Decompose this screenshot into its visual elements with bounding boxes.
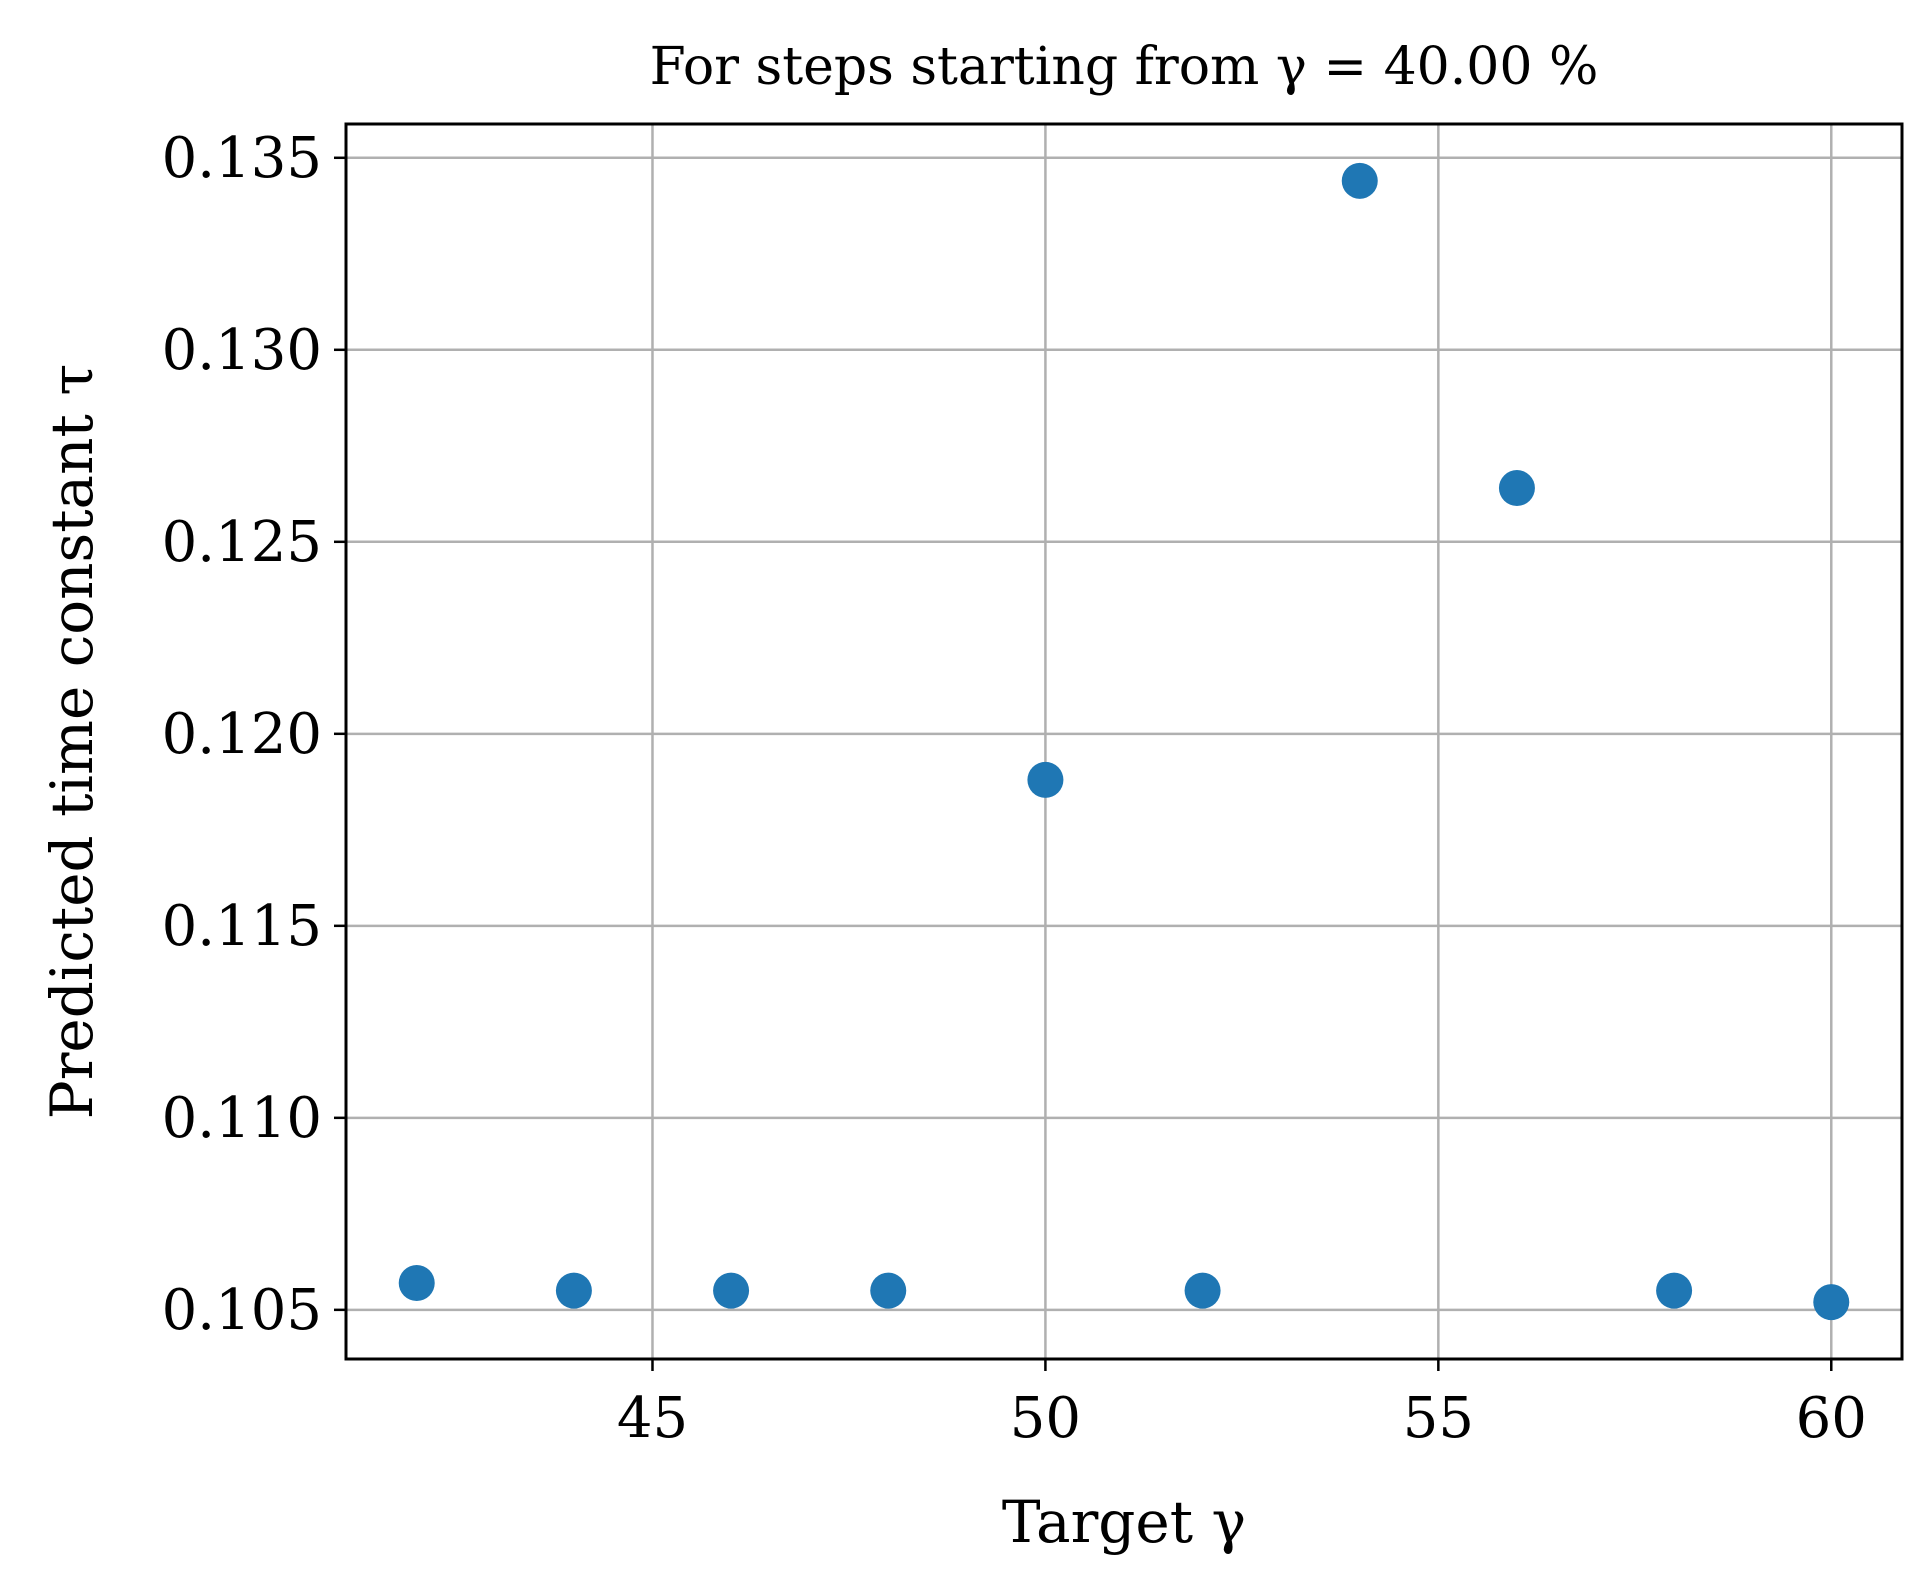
y-tick-label: 0.130 [162,318,322,383]
data-point [713,1272,750,1309]
data-point [1498,470,1535,507]
x-tick-label: 45 [617,1386,688,1451]
axis-ticks: 45 50 55 60 0.105 0.110 0.115 0.120 0.125 0.130 0.… [162,126,1867,1451]
data-point [1656,1272,1693,1309]
y-tick-label: 0.105 [162,1278,322,1343]
y-tick-label: 0.110 [162,1086,322,1151]
data-point [555,1272,592,1309]
y-tick-label: 0.115 [162,894,322,959]
y-axis-label: Predicted time constant τ [38,364,106,1120]
data-point [870,1272,907,1309]
y-tick-label: 0.125 [162,510,322,575]
data-point [1184,1272,1221,1309]
x-tick-label: 60 [1796,1386,1867,1451]
grid [346,124,1902,1359]
chart-title: For steps starting from γ = 40.00 % [650,37,1599,97]
data-point [1813,1284,1850,1321]
x-axis-label: Target γ [1002,1488,1246,1556]
x-tick-label: 55 [1403,1386,1474,1451]
y-tick-label: 0.120 [162,702,322,767]
x-tick-label: 50 [1010,1386,1081,1451]
data-points [398,162,1850,1321]
data-point [398,1264,435,1301]
data-point [1027,761,1064,798]
plot-frame [344,122,1904,1361]
data-point [1341,162,1378,199]
y-tick-label: 0.135 [162,126,322,191]
